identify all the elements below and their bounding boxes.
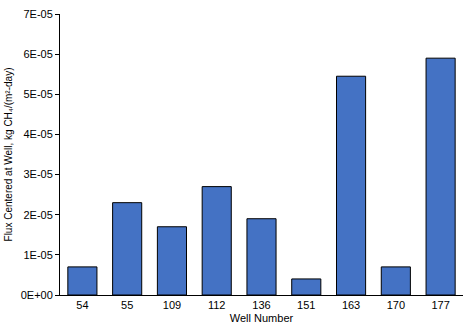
svg-text:6E-05: 6E-05 [23,48,52,60]
svg-text:Flux Centered at Well, kg CH₄/: Flux Centered at Well, kg CH₄/(m²-day) [3,68,14,242]
svg-text:2E-05: 2E-05 [23,209,52,221]
svg-text:151: 151 [297,299,315,311]
svg-text:5E-05: 5E-05 [23,88,52,100]
svg-text:7E-05: 7E-05 [23,8,52,20]
svg-text:1E-05: 1E-05 [23,249,52,261]
svg-text:177: 177 [431,299,449,311]
svg-text:136: 136 [252,299,270,311]
svg-text:4E-05: 4E-05 [23,128,52,140]
svg-text:55: 55 [121,299,133,311]
svg-text:109: 109 [163,299,181,311]
svg-text:Well Number: Well Number [230,312,294,324]
svg-text:170: 170 [387,299,405,311]
svg-text:0E+00: 0E+00 [21,289,53,301]
svg-text:54: 54 [76,299,88,311]
svg-text:112: 112 [208,299,226,311]
svg-text:163: 163 [342,299,360,311]
svg-text:3E-05: 3E-05 [23,168,52,180]
